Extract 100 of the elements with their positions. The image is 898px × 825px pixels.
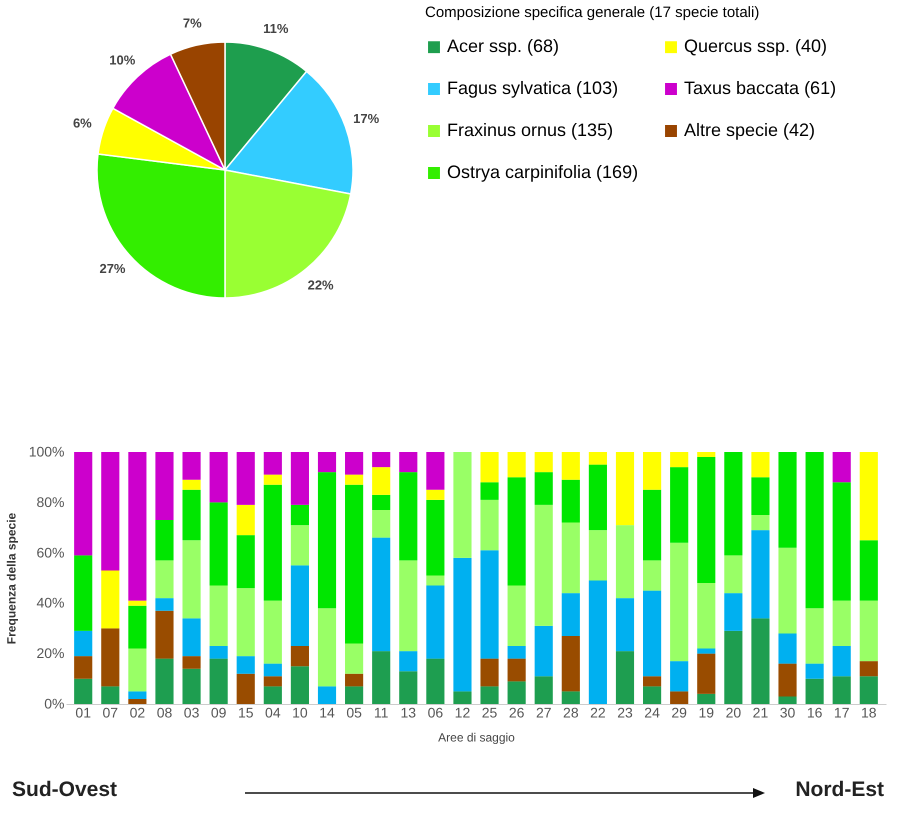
- bar: [724, 630, 742, 704]
- bar: [616, 651, 634, 704]
- bar: [508, 452, 526, 478]
- bar: [399, 671, 418, 704]
- bar: [264, 600, 282, 664]
- y-tick-label: 80%: [36, 494, 64, 510]
- x-tick-label: 13: [400, 704, 416, 720]
- bar: [697, 583, 716, 649]
- bar: [155, 598, 174, 611]
- bar: [697, 452, 716, 458]
- bar: [372, 510, 390, 538]
- x-tick-label: 18: [861, 704, 877, 720]
- x-tick-label: 11: [374, 704, 389, 720]
- bar: [345, 474, 364, 485]
- bar: [128, 452, 146, 601]
- legend-label: Ostrya carpinifolia (169): [447, 162, 638, 182]
- bar: [832, 646, 851, 676]
- bar: [480, 658, 499, 686]
- bar: [182, 540, 201, 618]
- x-tick-label: 01: [75, 704, 92, 720]
- bar: [318, 472, 336, 608]
- bar: [345, 674, 364, 686]
- bar: [806, 608, 824, 664]
- bar: [751, 452, 770, 478]
- bar: [806, 678, 824, 704]
- x-tick-label: 04: [265, 704, 281, 720]
- bar: [128, 606, 146, 649]
- bar: [860, 540, 878, 601]
- bar: [101, 628, 120, 686]
- bar: [832, 676, 851, 704]
- bar: [562, 636, 580, 692]
- bar: [399, 560, 418, 652]
- legend-label: Acer ssp. (68): [447, 36, 560, 56]
- bar: [697, 694, 716, 704]
- bar: [508, 658, 526, 682]
- bar: [643, 686, 662, 704]
- bar: [480, 482, 499, 500]
- x-tick-label: 07: [102, 704, 118, 720]
- bar: [372, 651, 390, 704]
- bar: [74, 452, 92, 556]
- bar: [508, 646, 526, 659]
- text: Nord-Est: [795, 778, 884, 802]
- bar: [562, 691, 580, 704]
- bar: [778, 633, 797, 664]
- bar: [806, 452, 824, 608]
- bar: [101, 570, 120, 628]
- bar: [697, 648, 716, 654]
- bar: [643, 560, 662, 591]
- bar: [372, 494, 390, 510]
- bar: [832, 600, 851, 646]
- bar: [670, 661, 688, 692]
- bar: [724, 452, 742, 556]
- y-tick-label: 40%: [36, 594, 64, 611]
- bar: [290, 525, 309, 566]
- bar: [588, 464, 607, 530]
- bar: [806, 664, 824, 679]
- bar: [616, 598, 634, 652]
- x-tick-label: 05: [346, 704, 362, 720]
- bar: [264, 676, 282, 686]
- y-tick-label: 20%: [36, 645, 64, 662]
- x-tick-label: 30: [780, 704, 796, 720]
- bar: [453, 558, 472, 692]
- bar: [670, 691, 688, 704]
- bar: [426, 452, 444, 490]
- bar: [290, 666, 309, 704]
- y-tick-label: 60%: [36, 544, 64, 560]
- bar: [697, 654, 716, 694]
- y-tick-label: 100%: [28, 444, 64, 460]
- bar: [155, 658, 174, 704]
- data-label: 11%: [263, 20, 289, 36]
- bar: [264, 686, 282, 704]
- x-tick-label: 20: [726, 704, 742, 720]
- bar: [290, 504, 309, 526]
- x-tick-label: 25: [482, 704, 498, 720]
- bar: [290, 646, 309, 666]
- bar: [236, 452, 255, 505]
- bar: [751, 530, 770, 618]
- bar: [74, 678, 92, 704]
- bar: [426, 586, 444, 659]
- bar: [508, 586, 526, 646]
- bar: [480, 500, 499, 550]
- bar: [562, 452, 580, 480]
- bar: [210, 658, 228, 704]
- bar: [778, 452, 797, 548]
- bar: [534, 452, 553, 472]
- data-label: 22%: [308, 278, 334, 293]
- bar: [534, 504, 553, 626]
- bar: [670, 452, 688, 468]
- bar: [616, 452, 634, 526]
- x-tick-label: 14: [319, 704, 336, 720]
- bar: [751, 477, 770, 515]
- bar: [616, 525, 634, 598]
- bar: [588, 530, 607, 581]
- bar: [182, 490, 201, 540]
- x-tick-label: 12: [454, 704, 470, 720]
- bar: [128, 691, 146, 699]
- data-label: 27%: [99, 261, 126, 276]
- y-axis-title: Frequenza della specie: [4, 512, 19, 644]
- bar: [670, 467, 688, 543]
- bar: [128, 648, 146, 692]
